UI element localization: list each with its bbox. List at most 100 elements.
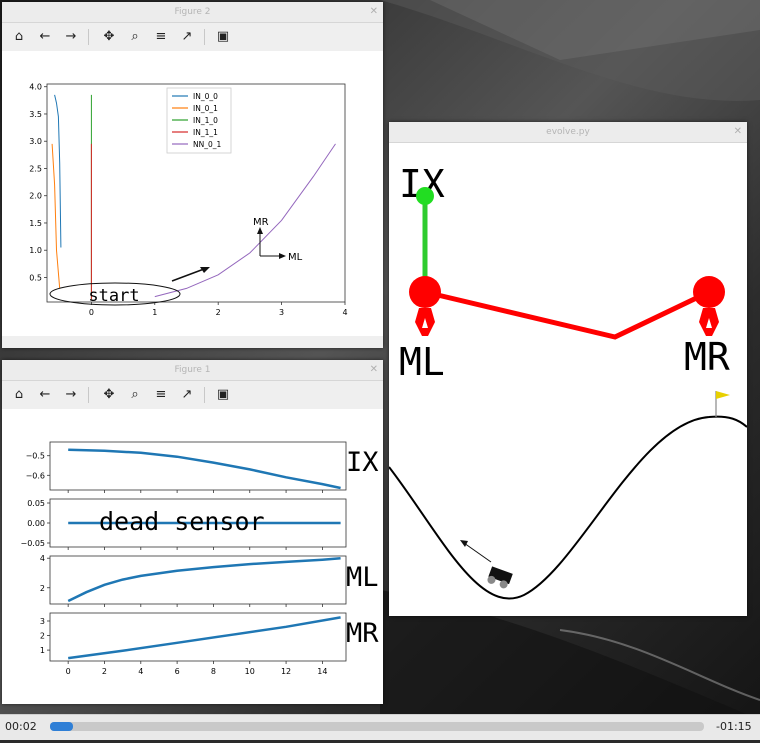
- y-tick-label: 2.0: [29, 192, 42, 201]
- y-tick-label: 1: [40, 646, 45, 655]
- x-tick-label: 14: [317, 667, 327, 676]
- figure-1-titlebar[interactable]: Figure 1 ✕: [2, 360, 383, 381]
- close-icon[interactable]: ✕: [369, 6, 378, 17]
- seek-progress: [50, 722, 73, 731]
- legend-label: IN_0_1: [193, 104, 218, 113]
- y-tick-label: 0.05: [27, 499, 45, 508]
- ix-sensor-node: [416, 187, 434, 205]
- figure-2-titlebar[interactable]: Figure 2 ✕: [2, 2, 383, 23]
- y-tick-label: −0.6: [26, 471, 45, 480]
- motor-link: [424, 289, 711, 340]
- x-tick-label: 2: [216, 308, 221, 317]
- y-tick-label: 4.0: [29, 83, 42, 92]
- window-title: Figure 2: [174, 7, 211, 17]
- y-tick-label: 1.0: [29, 246, 42, 255]
- edit-axis-icon[interactable]: ↗: [181, 29, 193, 44]
- series-line-in-0-1: [51, 143, 61, 289]
- close-icon[interactable]: ✕: [369, 364, 378, 375]
- y-tick-label: 2.5: [29, 164, 42, 173]
- fig2-legend: IN_0_0 IN_0_1 IN_1_0 IN_1_1 NN_0_1: [166, 87, 232, 154]
- save-icon[interactable]: ▣: [216, 29, 230, 44]
- y-tick-label: −0.05: [20, 539, 45, 548]
- y-tick-label: 4: [40, 554, 45, 563]
- back-arrow-icon[interactable]: ←: [39, 29, 51, 44]
- zoom-icon[interactable]: ⌕: [131, 387, 139, 402]
- x-tick-label: 0: [66, 667, 71, 676]
- forward-arrow-icon[interactable]: →: [65, 387, 77, 402]
- x-tick-label: 3: [279, 308, 284, 317]
- start-annotation: start: [88, 286, 139, 306]
- legend-label: IN_0_0: [193, 92, 218, 101]
- y-tick-label: 3.5: [29, 110, 42, 119]
- fig2-axis-glyph: MR ML: [253, 217, 303, 263]
- x-tick-label: 4: [138, 667, 143, 676]
- evolve-titlebar[interactable]: evolve.py ✕: [389, 122, 747, 143]
- ml-claw: [415, 308, 435, 336]
- evolve-window: evolve.py ✕ IX ML MR: [389, 122, 747, 616]
- window-title: evolve.py: [546, 127, 590, 137]
- edit-axis-icon[interactable]: ↗: [181, 387, 193, 402]
- figure-2-window: Figure 2 ✕ ⌂ ← → ✥ ⌕ ≡ ↗ ▣ 4.0 3.5 3.0 2.5 2…: [2, 2, 383, 348]
- zoom-icon[interactable]: ⌕: [131, 29, 139, 44]
- velocity-arrowhead: [460, 540, 468, 547]
- configure-subplots-icon[interactable]: ≡: [155, 387, 167, 402]
- close-icon[interactable]: ✕: [733, 126, 742, 137]
- configure-subplots-icon[interactable]: ≡: [155, 29, 167, 44]
- fig2-axes-frame: [46, 83, 346, 303]
- goal-flag-icon: [716, 391, 730, 399]
- subplot-series-line: [68, 448, 341, 490]
- remaining-time: -01:15: [716, 720, 752, 733]
- toolbar-separator: [204, 387, 205, 403]
- fig2-series: [51, 94, 336, 300]
- fig2-yticks: 4.0 3.5 3.0 2.5 2.0 1.5 1.0 0.5: [29, 83, 47, 282]
- x-tick-label: 6: [175, 667, 180, 676]
- subplot-frame: [49, 612, 347, 662]
- seek-bar[interactable]: [50, 722, 704, 731]
- back-arrow-icon[interactable]: ←: [39, 387, 51, 402]
- x-tick-label: 4: [342, 308, 347, 317]
- y-tick-label: −0.5: [26, 452, 45, 461]
- figure-1-canvas: −0.5 −0.6 0.05 0.00 −0.05 4 2 3 2 1 0 2 4 6 8 10 12 14 de…: [2, 409, 383, 704]
- x-tick-label: 8: [211, 667, 216, 676]
- y-tick-label: 0.00: [27, 519, 45, 528]
- evolve-scene: IX ML MR: [389, 162, 747, 600]
- x-tick-label: 10: [245, 667, 255, 676]
- dead-sensor-annotation: dead sensor: [99, 507, 265, 536]
- figure-1-window: Figure 1 ✕ ⌂ ← → ✥ ⌕ ≡ ↗ ▣ −0.5 −0.6 0.05 0…: [2, 360, 383, 704]
- save-icon[interactable]: ▣: [216, 387, 230, 402]
- window-title: Figure 1: [174, 365, 211, 375]
- x-tick-label: 2: [102, 667, 107, 676]
- mr-label: MR: [253, 217, 269, 228]
- series-line-nn-0-1: [154, 143, 336, 298]
- ml-arrowhead: [279, 253, 286, 259]
- y-tick-label: 0.5: [29, 273, 42, 282]
- x-tick-label: 1: [152, 308, 157, 317]
- y-tick-label: 1.5: [29, 219, 42, 228]
- subplot-series-line: [68, 616, 341, 660]
- forward-arrow-icon[interactable]: →: [65, 29, 77, 44]
- figure-1-toolbar: ⌂ ← → ✥ ⌕ ≡ ↗ ▣: [2, 381, 383, 410]
- home-icon[interactable]: ⌂: [14, 387, 24, 402]
- ml-motor-node: [409, 276, 441, 308]
- velocity-arrow: [463, 542, 492, 563]
- mountain-track: [389, 415, 747, 600]
- fig2-xticks: 0 1 2 3 4: [89, 302, 348, 317]
- elapsed-time: 00:02: [5, 720, 37, 733]
- toolbar-separator: [88, 29, 89, 45]
- subplot-series-line: [67, 556, 341, 603]
- ml-side-label: ML: [346, 562, 379, 593]
- start-ellipse: [49, 282, 181, 306]
- y-tick-label: 3.0: [29, 137, 42, 146]
- pan-icon[interactable]: ✥: [103, 29, 115, 44]
- car-icon: [487, 566, 513, 589]
- mr-side-label: MR: [346, 618, 379, 649]
- start-arrow: [171, 268, 205, 282]
- pan-icon[interactable]: ✥: [103, 387, 115, 402]
- ix-side-label: IX: [346, 447, 379, 478]
- legend-label: NN_0_1: [193, 140, 221, 149]
- home-icon[interactable]: ⌂: [14, 29, 24, 44]
